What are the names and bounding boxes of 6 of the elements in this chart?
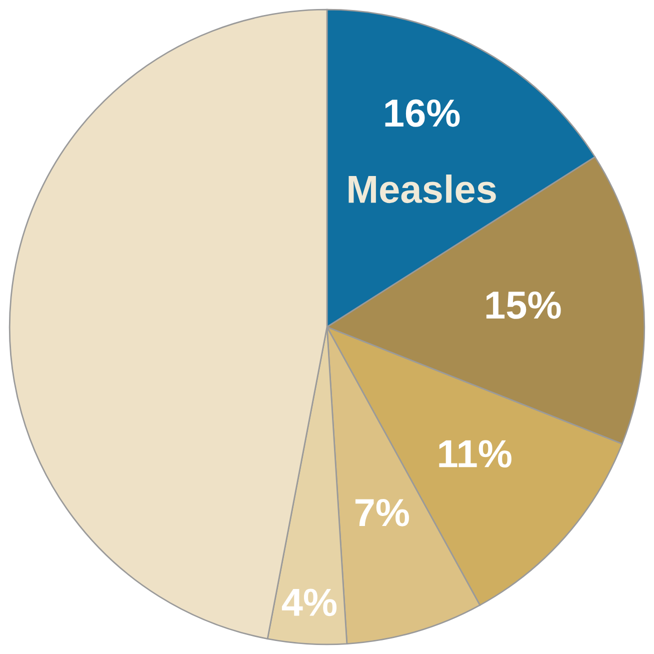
data-label: 11% — [439, 440, 512, 468]
data-label: 7% — [355, 498, 409, 526]
data-label: 4% — [282, 588, 337, 616]
data-label: 15% — [486, 291, 561, 319]
data-label: 16% — [385, 99, 460, 127]
slice-label: Measles — [348, 174, 496, 204]
